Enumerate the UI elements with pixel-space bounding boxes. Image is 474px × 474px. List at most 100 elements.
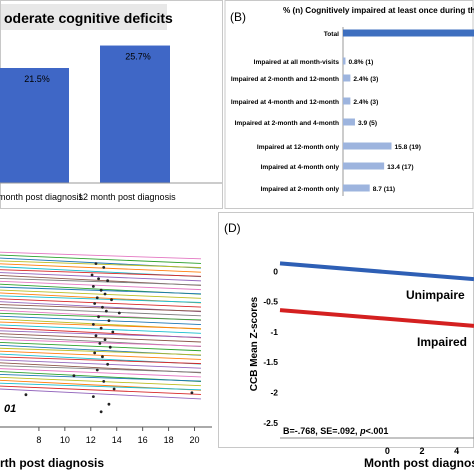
panel-c-data-point <box>72 374 76 378</box>
panel-a-bar-1 <box>0 68 69 183</box>
panel-b-bar <box>343 74 351 82</box>
panel-d-y-tick-label: -1 <box>270 327 278 337</box>
panel-b-frame <box>224 0 474 209</box>
panel-c-x-tick-label: 20 <box>190 435 200 445</box>
panel-b-bar <box>343 29 474 37</box>
panel-c-data-point <box>94 334 98 338</box>
panel-c-data-point <box>99 326 103 330</box>
panel-d-annotation: B=-.768, SE=.092, p<.001 <box>283 426 388 436</box>
panel-d-y-axis-label: CCB Mean Z-scores <box>249 296 260 391</box>
panel-b-category-label: Impaired at 4-month and 12-month <box>231 99 339 106</box>
panel-b-title: % (n) Cognitively impaired at least once… <box>283 6 474 15</box>
panel-c-trajectory-line <box>0 365 202 373</box>
panel-b-bar <box>343 142 392 150</box>
panel-a-category-label: month post diagnosis <box>0 192 84 202</box>
panel-c-trajectory-line <box>0 347 202 356</box>
panel-b-category-label: Total <box>324 31 339 38</box>
panel-c-trajectory-line <box>0 330 202 338</box>
panel-c-x-tick-label: 8 <box>36 435 41 445</box>
panel-c-data-point <box>101 305 104 309</box>
panel-c-data-point <box>106 279 110 283</box>
panel-b-category-label: Impaired at 4-month only <box>261 164 340 171</box>
panel-c-trajectory-line <box>0 277 202 286</box>
panel-b-bar <box>343 162 385 170</box>
panel-a-title: oderate cognitive deficits <box>4 10 173 26</box>
panel-d-y-tick-label: -0.5 <box>263 297 278 307</box>
panel-a-value-label: 21.5% <box>24 74 50 84</box>
panel-b-category-label: Impaired at 12-month only <box>257 144 339 151</box>
panel-c-data-point <box>99 288 103 292</box>
panel-c-data-point <box>103 338 107 341</box>
panel-c-trajectory-line <box>0 251 202 260</box>
panel-c-trajectory-line <box>0 359 202 369</box>
panel-b-label: (B) <box>230 10 246 24</box>
panel-c-trajectory-line <box>0 315 202 325</box>
panel-c-data-point <box>104 309 108 313</box>
panel-c-trajectory-line <box>0 341 202 352</box>
panel-d-series-label: Impaired <box>417 335 467 349</box>
panel-c-trajectory-line <box>0 385 202 395</box>
panel-c-data-point <box>93 302 97 305</box>
panel-b-value-label: 2.4% (3) <box>353 76 378 83</box>
panel-c-trajectory-line <box>0 321 202 330</box>
panel-c-data-point <box>108 345 112 349</box>
panel-a-bar-2 <box>100 45 170 184</box>
panel-d-series-line <box>279 308 474 328</box>
panel-c-data-point <box>97 277 100 281</box>
panel-c-annotation: 01 <box>4 403 16 415</box>
panel-d-series-line <box>279 261 474 282</box>
panel-d-x-axis-label: Month post diagnosis <box>364 456 474 470</box>
panel-c-data-point <box>103 292 107 296</box>
panel-c-x-tick-label: 18 <box>164 435 174 445</box>
panel-d-y-tick-label: -2 <box>270 388 278 398</box>
panel-c-trajectory-line <box>0 298 202 308</box>
panel-c-trajectory-line <box>0 263 202 273</box>
panel-c-trajectory-line <box>0 307 202 317</box>
panel-b-value-label: 8.7 (11) <box>373 186 395 193</box>
panel-c-trajectory-line <box>0 260 202 269</box>
panel-c-data-point <box>95 368 99 372</box>
panel-d-y-tick-label: -2.5 <box>263 418 278 428</box>
panel-a-title-box <box>1 4 167 30</box>
panel-b-value-label: 0.8% (1) <box>348 59 373 66</box>
panel-c-data-point <box>93 351 97 355</box>
panel-c-data-point <box>106 362 110 366</box>
panel-c-data-point <box>117 311 121 315</box>
panel-c-trajectory-line <box>0 304 202 312</box>
panel-c-trajectory-line <box>0 272 202 282</box>
panel-c-trajectory-line <box>0 280 202 291</box>
panel-b-value-label: 13.4 (17) <box>387 164 413 171</box>
panel-c-trajectory-line <box>0 376 202 387</box>
panel-c-trajectory-line <box>0 289 202 299</box>
panel-c-trajectory-line <box>0 312 202 321</box>
panel-c-data-point <box>107 402 111 406</box>
panel-b-value-label: 15.8 (19) <box>395 144 421 151</box>
panel-c-data-point <box>24 393 28 397</box>
panel-c-data-point <box>111 330 115 334</box>
panel-b-value-label: 2.4% (3) <box>353 99 378 106</box>
panel-c-trajectory-line <box>0 350 202 360</box>
panel-d-series-label: Unimpaire <box>406 288 465 302</box>
panel-b-horizontal-bar-chart: (B) % (n) Cognitively impaired at least … <box>224 0 474 209</box>
panel-c-data-point <box>102 266 106 269</box>
panel-b-bar <box>343 97 351 105</box>
panel-d-x-tick-label: 0 <box>385 446 390 456</box>
panel-b-bar <box>343 184 370 192</box>
panel-c-data-point <box>97 315 100 319</box>
panel-c-data-point <box>98 342 102 345</box>
panel-c-trajectory-line <box>0 295 202 303</box>
panel-c-trajectory-line <box>0 333 202 343</box>
panel-b-bar <box>343 57 346 65</box>
panel-a-bar-chart: oderate cognitive deficits 21.5% month po… <box>0 0 223 209</box>
panel-c-x-axis-label: rth post diagnosis <box>0 456 104 470</box>
panel-c-data-point <box>99 410 103 414</box>
panel-c-trajectory-line <box>0 269 202 277</box>
panel-c-x-tick-label: 16 <box>138 435 148 445</box>
panel-b-category-label: Impaired at 2-month and 12-month <box>231 76 339 83</box>
panel-c-x-tick-label: 10 <box>60 435 70 445</box>
panel-b-category-label: Impaired at 2-month only <box>261 186 340 193</box>
panel-c-data-point <box>190 391 194 395</box>
panel-c-data-point <box>90 273 94 277</box>
panel-c-data-point <box>107 319 111 322</box>
panel-c-data-point <box>110 298 113 302</box>
